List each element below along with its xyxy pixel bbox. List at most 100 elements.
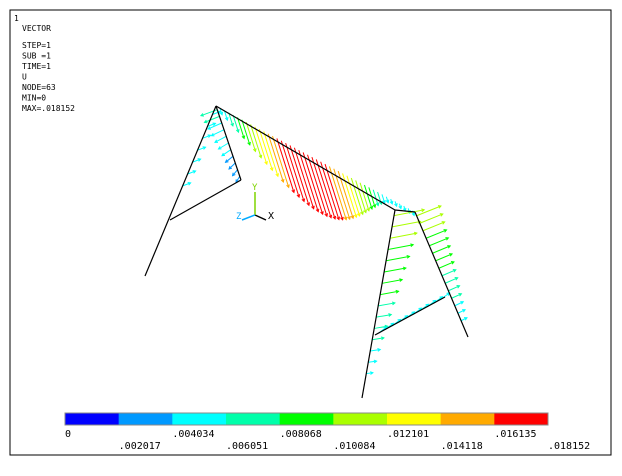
legend-label: 0 <box>65 429 71 440</box>
arrow-head <box>411 212 416 217</box>
vector-arrow <box>228 162 236 170</box>
arrow-head <box>224 159 229 163</box>
arrow-head <box>450 261 455 265</box>
vector-arrow <box>389 232 417 239</box>
vector-arrow <box>245 121 256 152</box>
triad: X Y Z <box>236 183 274 222</box>
arrow-head <box>306 202 311 207</box>
legend: 0 .002017 .004034 .006051 .008068 .010084 .012… <box>64 412 590 452</box>
arrow-head <box>385 199 390 204</box>
arrow-head <box>377 347 382 352</box>
vector-arrow <box>432 245 451 254</box>
arrow-head <box>460 301 465 305</box>
arrow-head <box>301 198 306 203</box>
member <box>169 179 242 221</box>
arrow-head <box>454 277 459 281</box>
vector-arrow <box>192 158 201 163</box>
vector-arrow <box>382 279 403 284</box>
vector-arrow <box>232 114 239 133</box>
vector-arrow <box>254 126 268 165</box>
arrow-head <box>320 211 324 216</box>
arrow-head <box>202 146 207 150</box>
arrow-head <box>315 208 320 213</box>
arrow-head <box>463 317 468 321</box>
legend-band <box>118 413 173 425</box>
legend-label: .014118 <box>441 441 483 452</box>
vector-arrow <box>416 205 442 217</box>
arrow-head <box>388 313 393 317</box>
arrow-head <box>207 126 212 130</box>
triad-y-label: Y <box>252 183 258 193</box>
vector-arrow <box>378 302 395 307</box>
arrow-head <box>207 134 212 138</box>
arrow-head <box>269 167 274 172</box>
vector-arrow <box>376 314 392 318</box>
vector-arrow <box>454 301 464 307</box>
arrow-head <box>230 122 234 127</box>
member <box>215 105 242 181</box>
vector-arrow <box>355 180 367 213</box>
vector-arrow <box>346 175 361 216</box>
vector-arrow <box>438 261 455 269</box>
arrow-head <box>221 152 226 157</box>
member <box>361 209 396 399</box>
arrow-head <box>406 254 411 259</box>
vector-arrow <box>448 285 460 292</box>
arrow-head <box>235 129 240 134</box>
vector-arrow <box>272 135 290 188</box>
vector-arrows <box>182 107 468 375</box>
arrow-head <box>375 202 380 207</box>
arrow-head <box>247 141 251 146</box>
vector-arrow <box>298 149 319 212</box>
vector-arrow <box>380 290 399 296</box>
member <box>144 105 217 277</box>
vector-arrow <box>197 146 206 151</box>
arrow-head <box>445 237 450 241</box>
legend-label: .016135 <box>494 429 536 440</box>
arrow-head <box>391 301 396 306</box>
vector-arrow <box>387 244 414 250</box>
vector-arrow <box>221 149 232 157</box>
vector-arrow <box>374 325 388 329</box>
vector-arrow <box>372 189 379 206</box>
vector-arrow <box>289 145 310 206</box>
arrow-head <box>462 309 467 313</box>
vector-arrow <box>311 156 332 218</box>
info-line: MAX=.018152 <box>22 104 75 113</box>
legend-border <box>64 412 549 426</box>
legend-band <box>333 413 388 425</box>
vector-arrow <box>258 128 273 171</box>
legend-band <box>226 413 281 425</box>
arrow-head <box>212 122 217 126</box>
arrow-head <box>280 178 285 183</box>
arrow-head <box>296 194 301 199</box>
arrow-head <box>443 229 448 233</box>
arrow-head <box>452 269 457 273</box>
vector-arrow <box>276 138 295 193</box>
legend-band <box>387 413 442 425</box>
arrow-head <box>343 216 348 221</box>
arrow-head <box>214 139 218 143</box>
member <box>215 105 396 211</box>
arrow-head <box>366 207 370 212</box>
arrow-head <box>228 165 233 170</box>
legend-band <box>279 413 334 425</box>
arrow-head <box>449 253 454 257</box>
legend-band <box>494 413 549 425</box>
arrow-head <box>275 173 279 178</box>
vector-arrow <box>363 184 373 210</box>
arrow-head <box>350 215 355 220</box>
info-line: STEP=1 <box>22 41 51 50</box>
vector-arrow <box>333 168 351 220</box>
vector-arrow <box>320 161 340 220</box>
structure <box>144 105 469 399</box>
arrow-head <box>340 216 344 221</box>
vector-arrow <box>293 147 315 209</box>
arrow-head <box>231 172 236 177</box>
arrow-head <box>437 205 442 209</box>
vector-arrow <box>381 194 386 204</box>
vector-arrow <box>368 360 377 363</box>
window-frame <box>9 9 612 456</box>
vector-arrow <box>204 115 220 123</box>
